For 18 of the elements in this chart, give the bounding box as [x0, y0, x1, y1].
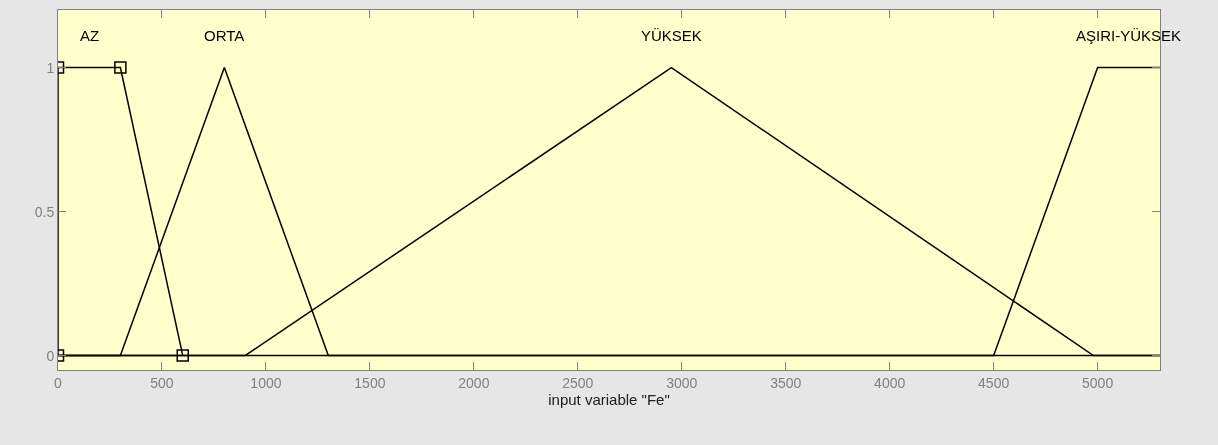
x-tick-label: 4000 — [874, 374, 906, 391]
x-tick-label: 1000 — [250, 374, 282, 391]
x-tick-label: 500 — [150, 374, 174, 391]
text: ORTA — [204, 27, 245, 44]
text: AŞIRI-YÜKSEK — [1076, 27, 1182, 44]
x-tick-label: 2000 — [458, 374, 490, 391]
x-tick-label: 3000 — [666, 374, 698, 391]
x-tick-label: 4500 — [978, 374, 1010, 391]
y-tick-label: 1 — [46, 59, 55, 76]
series-label: AZ — [80, 27, 100, 44]
x-tick-label: 3500 — [770, 374, 802, 391]
text: YÜKSEK — [641, 27, 702, 44]
y-tick-label: 0.5 — [34, 203, 55, 220]
x-tick-label: 1500 — [354, 374, 386, 391]
x-tick-label: 5000 — [1082, 374, 1114, 391]
x-tick-label: 2500 — [562, 374, 594, 391]
y-tick-label: 0 — [46, 347, 55, 364]
x-axis-title: input variable "Fe" — [548, 390, 670, 408]
